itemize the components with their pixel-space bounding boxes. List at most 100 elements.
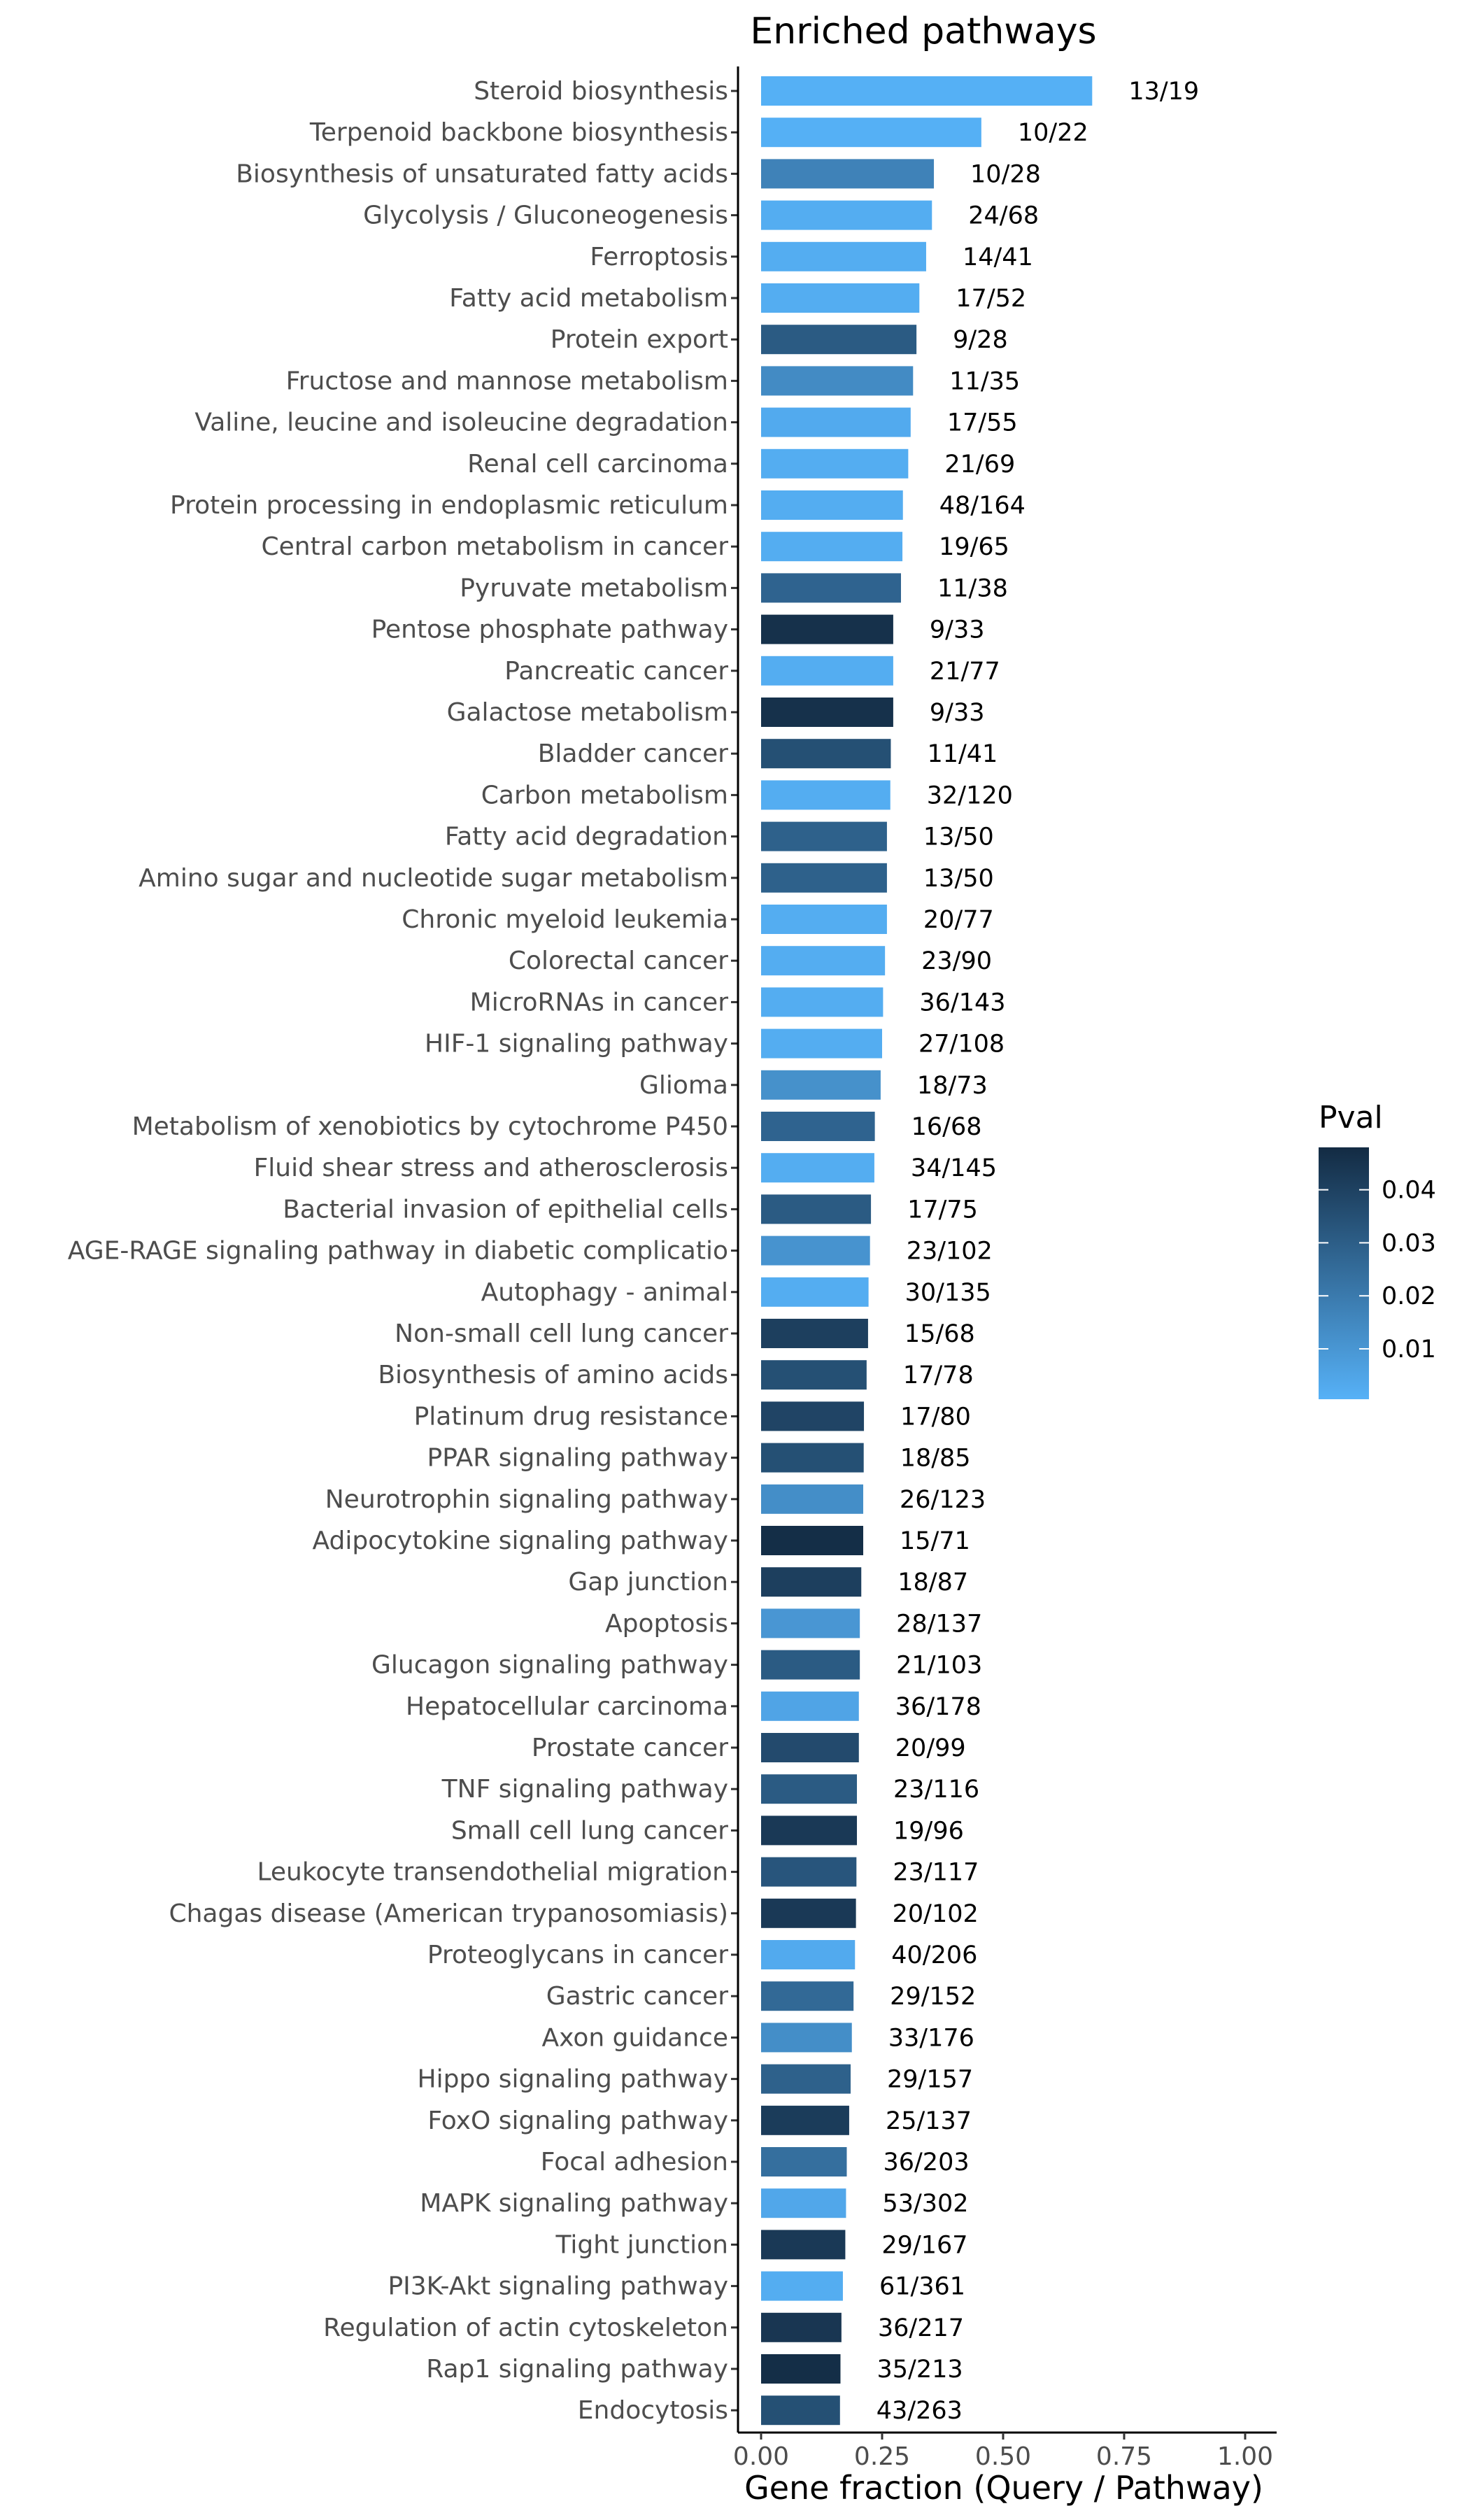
data-label: 15/71 (900, 1527, 970, 1555)
data-label: 19/96 (893, 1817, 964, 1845)
x-tick-label: 0.50 (975, 2442, 1031, 2471)
bar (761, 1194, 872, 1224)
bar (761, 1443, 864, 1473)
data-label: 23/102 (907, 1238, 993, 1266)
data-label: 17/55 (947, 409, 1018, 437)
data-label: 36/203 (883, 2149, 969, 2176)
category-label: Pentose phosphate pathway (371, 616, 728, 644)
x-tick-label: 0.75 (1096, 2442, 1152, 2471)
bar (761, 366, 914, 396)
data-label: 19/65 (939, 533, 1009, 561)
bar (761, 2230, 846, 2260)
data-label: 61/361 (879, 2273, 965, 2301)
bar (761, 1153, 874, 1183)
data-label: 33/176 (888, 2024, 974, 2052)
category-label: Endocytosis (578, 2396, 728, 2425)
bars: Steroid biosynthesis 13/19 Terpenoid backb… (68, 76, 1199, 2426)
data-label: 34/145 (911, 1154, 997, 1182)
category-label: Glioma (639, 1071, 728, 1100)
data-label: 23/90 (921, 947, 992, 975)
category-label: Chagas disease (American trypanosomiasis… (169, 1899, 728, 1928)
bar (761, 2064, 851, 2094)
bar (761, 1650, 860, 1680)
data-label: 9/33 (930, 699, 985, 727)
bar (761, 1526, 864, 1555)
category-label: Fluid shear stress and atherosclerosis (254, 1154, 728, 1182)
category-label: Adipocytokine signaling pathway (313, 1527, 728, 1555)
category-label: Protein processing in endoplasmic reticu… (170, 491, 728, 520)
data-label: 36/217 (878, 2314, 964, 2342)
category-label: Colorectal cancer (509, 947, 728, 975)
category-label: Focal adhesion (541, 2148, 728, 2176)
category-label: Biosynthesis of amino acids (378, 1361, 728, 1389)
category-label: Chronic myeloid leukemia (402, 905, 728, 934)
bar (761, 1236, 870, 1266)
category-label: Central carbon metabolism in cancer (261, 532, 728, 561)
chart-title: Enriched pathways (750, 10, 1096, 52)
data-label: 15/68 (904, 1320, 975, 1348)
bar (761, 2188, 846, 2218)
bar (761, 1981, 854, 2011)
x-tick-label: 0.25 (854, 2442, 910, 2471)
data-label: 18/87 (897, 1569, 968, 1597)
category-label: MicroRNAs in cancer (470, 988, 729, 1017)
category-label: Hepatocellular carcinoma (406, 1692, 728, 1721)
data-label: 9/28 (953, 326, 1008, 354)
category-label: Neurotrophin signaling pathway (325, 1485, 728, 1514)
data-label: 17/80 (900, 1403, 971, 1431)
bar (761, 2312, 842, 2342)
category-label: PI3K-Akt signaling pathway (388, 2272, 728, 2301)
legend-colorbar (1319, 1147, 1369, 1399)
bar (761, 2147, 847, 2176)
category-label: Bladder cancer (538, 739, 728, 768)
bar (761, 1112, 875, 1141)
category-label: Carbon metabolism (481, 781, 728, 809)
bar (761, 1815, 858, 1846)
data-label: 43/263 (877, 2397, 963, 2425)
category-label: Axon guidance (542, 2023, 728, 2052)
bar (761, 2354, 841, 2384)
bar (761, 1774, 858, 1804)
data-label: 14/41 (963, 243, 1033, 271)
data-label: 21/69 (944, 451, 1015, 479)
data-label: 53/302 (882, 2190, 968, 2218)
data-label: 9/33 (930, 616, 985, 644)
bar (761, 283, 920, 313)
data-label: 17/75 (907, 1196, 978, 1224)
category-label: Pyruvate metabolism (460, 574, 728, 602)
data-label: 13/19 (1128, 78, 1199, 106)
data-label: 26/123 (900, 1486, 986, 1514)
category-label: Small cell lung cancer (451, 1816, 728, 1845)
category-label: Prostate cancer (532, 1734, 728, 1762)
data-label: 24/68 (968, 202, 1039, 230)
category-label: Glucagon signaling pathway (371, 1651, 728, 1680)
legend-tick-label: 0.04 (1382, 1177, 1436, 1205)
data-label: 11/35 (949, 367, 1020, 395)
bar (761, 2105, 849, 2135)
legend: Pval 0.04 0.03 0.02 0.01 (1319, 1100, 1436, 1399)
bar (761, 241, 926, 271)
category-label: Ferroptosis (590, 243, 728, 271)
data-label: 18/85 (900, 1445, 971, 1473)
category-label: Proteoglycans in cancer (427, 1941, 728, 1969)
bar (761, 407, 911, 437)
category-label: Bacterial invasion of epithelial cells (283, 1195, 728, 1224)
category-label: Terpenoid backbone biosynthesis (309, 118, 728, 147)
x-axis-label: Gene fraction (Query / Pathway) (744, 2469, 1263, 2507)
bar (761, 1070, 881, 1100)
bar (761, 614, 893, 644)
data-label: 36/143 (919, 989, 1005, 1017)
bar (761, 780, 890, 810)
data-label: 28/137 (896, 1610, 982, 1638)
bar (761, 200, 932, 230)
bar (761, 118, 981, 148)
category-label: Glycolysis / Gluconeogenesis (363, 201, 728, 230)
category-label: Non-small cell lung cancer (395, 1319, 728, 1348)
category-label: Rap1 signaling pathway (426, 2355, 728, 2384)
bar (761, 1608, 860, 1638)
category-label: Galactose metabolism (447, 698, 728, 727)
bar (761, 325, 917, 355)
bar (761, 448, 909, 479)
data-label: 48/164 (939, 492, 1026, 520)
